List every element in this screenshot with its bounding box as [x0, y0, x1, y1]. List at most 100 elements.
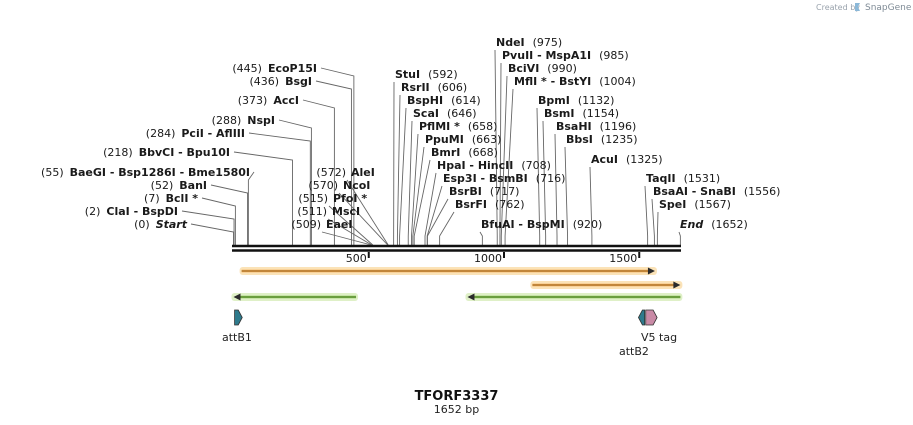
site-position: (606) [438, 81, 468, 94]
restriction-site[interactable]: NspI (288) [212, 114, 275, 127]
restriction-site[interactable]: BfuAI - BspMI (920) [481, 218, 602, 231]
restriction-site[interactable]: PciI - AflIII (284) [146, 127, 245, 140]
site-position: (436) [250, 75, 280, 88]
restriction-site[interactable]: BmrI (668) [431, 146, 498, 159]
site-leader-line [679, 232, 680, 245]
restriction-site[interactable]: BsmI (1154) [544, 107, 619, 120]
site-name: BaeGI - Bsp1286I - Bme1580I [70, 166, 250, 179]
site-leader-line [248, 172, 254, 245]
site-name: BpmI [538, 94, 570, 107]
orf-arrow[interactable] [240, 267, 657, 275]
v5-tag-feature[interactable]: V5 tag [641, 310, 677, 344]
feature-shape [235, 310, 243, 325]
restriction-site[interactable]: BsgI (436) [250, 75, 313, 88]
restriction-site[interactable]: AleI (572) [316, 166, 374, 179]
orf-arrow[interactable] [530, 281, 682, 289]
site-position: (1556) [744, 185, 781, 198]
restriction-site[interactable]: EaeI (509) [291, 218, 352, 231]
feature-label: attB2 [619, 345, 649, 358]
orf-arrow[interactable] [465, 293, 682, 301]
site-name: PfoI * [333, 192, 367, 205]
site-position: (668) [468, 146, 498, 159]
site-position: (985) [599, 49, 629, 62]
site-position: (373) [238, 94, 268, 107]
site-name: BsaAI - SnaBI [653, 185, 736, 198]
site-position: (717) [490, 185, 520, 198]
site-leader-line [480, 232, 482, 245]
site-name: BclI * [166, 192, 199, 205]
site-name: PpuMI [425, 133, 464, 146]
restriction-site[interactable]: MscI (511) [297, 205, 360, 218]
restriction-site[interactable]: NcoI (570) [308, 179, 370, 192]
restriction-site[interactable]: End (1652) [680, 218, 748, 231]
site-name: BciVI [508, 62, 539, 75]
restriction-site[interactable]: PflMI * (658) [419, 120, 497, 133]
restriction-site[interactable]: BciVI (990) [508, 62, 577, 75]
site-name: AcuI [591, 153, 618, 166]
restriction-site[interactable]: BbsI (1235) [566, 133, 637, 146]
sequence-name: TFORF3337 [415, 389, 499, 404]
restriction-site[interactable]: ScaI (646) [413, 107, 477, 120]
site-name: BsrFI [455, 198, 487, 211]
restriction-site[interactable]: MflI * - BstYI (1004) [514, 75, 636, 88]
site-position: (288) [212, 114, 242, 127]
restriction-site[interactable]: BanI (52) [151, 179, 207, 192]
site-position: (592) [428, 68, 458, 81]
restriction-site[interactable]: AccI (373) [238, 94, 299, 107]
site-position: (511) [297, 205, 327, 218]
restriction-site[interactable]: NdeI (975) [496, 36, 562, 49]
sequence-length: 1652 bp [434, 403, 479, 416]
site-name: EcoP15I [268, 62, 317, 75]
site-leader-line [202, 198, 235, 245]
restriction-site[interactable]: BsrBI (717) [449, 185, 519, 198]
restriction-site[interactable]: BclI * (7) [144, 192, 198, 205]
site-leader-line [182, 211, 234, 245]
restriction-site[interactable]: EcoP15I (445) [232, 62, 317, 75]
site-name: Start [156, 218, 188, 231]
tick-label: 1500 [609, 252, 637, 265]
restriction-site[interactable]: BpmI (1132) [538, 94, 614, 107]
restriction-site[interactable]: HpaI - HincII (708) [437, 159, 551, 172]
restriction-site[interactable]: SpeI (1567) [659, 198, 731, 211]
site-name: BfuAI - BspMI [481, 218, 565, 231]
site-position: (570) [308, 179, 338, 192]
sequence-map: Created by SnapGene Start(0)ClaI - BspDI… [0, 0, 913, 425]
orf-arrow[interactable] [232, 293, 359, 301]
site-position: (762) [495, 198, 525, 211]
site-position: (2) [85, 205, 101, 218]
restriction-site[interactable]: RsrII (606) [401, 81, 467, 94]
feature-label: V5 tag [641, 331, 677, 344]
restriction-site[interactable]: Esp3I - BsmBI (716) [443, 172, 565, 185]
site-position: (1325) [626, 153, 663, 166]
restriction-site[interactable]: PfoI * (515) [298, 192, 367, 205]
site-position: (646) [447, 107, 477, 120]
tick-label: 1000 [474, 252, 502, 265]
site-name: PciI - AflIII [181, 127, 245, 140]
restriction-site[interactable]: Start (0) [134, 218, 188, 231]
restriction-site[interactable]: PvuII - MspA1I (985) [502, 49, 629, 62]
site-name: Esp3I - BsmBI [443, 172, 528, 185]
restriction-site[interactable]: BaeGI - Bsp1286I - Bme1580I (55) [41, 166, 250, 179]
restriction-site[interactable]: BsrFI (762) [455, 198, 525, 211]
site-leader-line [414, 160, 430, 245]
site-name: AleI [351, 166, 375, 179]
restriction-site[interactable]: ClaI - BspDI (2) [85, 205, 178, 218]
site-name: BanI [179, 179, 207, 192]
restriction-site[interactable]: BsaAI - SnaBI (1556) [653, 185, 780, 198]
site-position: (1154) [583, 107, 620, 120]
site-position: (572) [316, 166, 346, 179]
site-leader-line [425, 173, 436, 245]
restriction-site[interactable]: StuI (592) [395, 68, 458, 81]
restriction-site[interactable]: BspHI (614) [407, 94, 481, 107]
restriction-site[interactable]: TaqII (1531) [646, 172, 720, 185]
restriction-site[interactable]: BsaHI (1196) [556, 120, 636, 133]
restriction-site[interactable]: BbvCI - Bpu10I (218) [103, 146, 230, 159]
attb-feature[interactable]: attB1 [222, 310, 252, 344]
site-leader-line [440, 212, 454, 245]
restriction-site[interactable]: AcuI (1325) [591, 153, 663, 166]
feature-shape [638, 310, 644, 325]
site-position: (0) [134, 218, 150, 231]
site-leader-line [397, 95, 400, 245]
restriction-site[interactable]: PpuMI (663) [425, 133, 501, 146]
sequence-backbone[interactable] [232, 246, 681, 251]
